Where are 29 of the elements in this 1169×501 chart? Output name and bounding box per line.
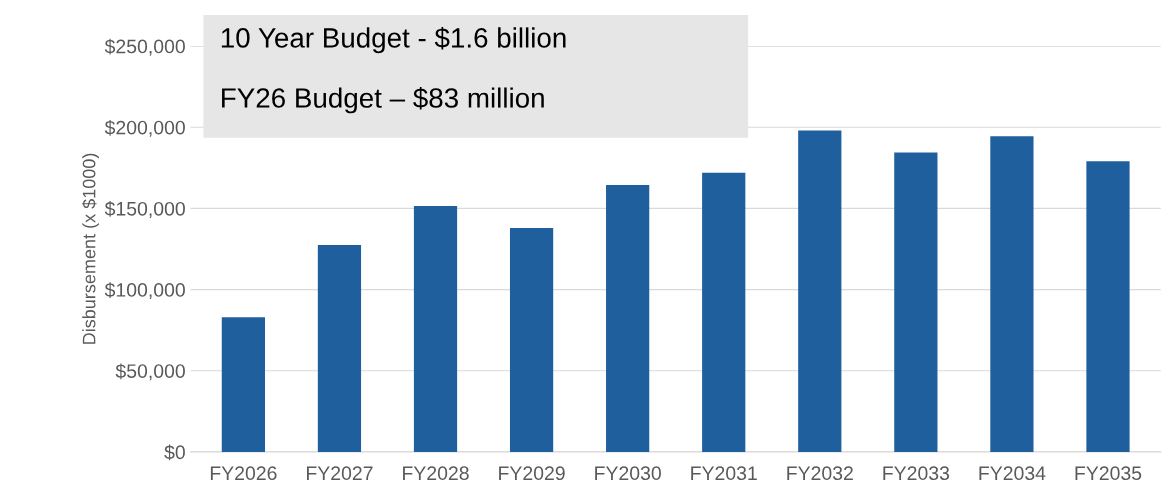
y-tick-label: $250,000 xyxy=(104,38,185,56)
bar xyxy=(798,130,842,452)
y-axis-title: Disbursement (x $1000) xyxy=(81,153,100,344)
bar xyxy=(221,317,265,452)
y-tick-label: $50,000 xyxy=(115,363,185,381)
bar xyxy=(990,136,1034,452)
x-tick-label: FY2035 xyxy=(1075,466,1142,481)
annotation: 10 Year Budget - $1.6 billion xyxy=(221,26,566,54)
y-tick-label: $100,000 xyxy=(104,282,185,300)
x-tick-label: FY2027 xyxy=(307,466,373,481)
x-tick-label: FY2028 xyxy=(403,466,469,481)
annotation: FY26 Budget – $83 million xyxy=(222,87,544,114)
x-tick-label: FY2034 xyxy=(979,466,1046,481)
bar xyxy=(509,227,554,452)
bar xyxy=(702,172,746,452)
bar xyxy=(413,205,458,452)
bar xyxy=(317,244,362,452)
bar xyxy=(894,152,938,452)
x-tick-label: FY2031 xyxy=(691,466,757,481)
bar xyxy=(606,184,650,452)
y-tick-label: $200,000 xyxy=(104,119,185,137)
y-tick-label: $150,000 xyxy=(104,201,185,218)
x-tick-label: FY2030 xyxy=(595,466,661,481)
x-tick-label: FY2026 xyxy=(210,466,277,481)
x-tick-label: FY2029 xyxy=(499,466,565,481)
y-tick-label: $0 xyxy=(164,444,185,461)
x-tick-label: FY2032 xyxy=(787,466,853,481)
bar xyxy=(1086,161,1130,452)
x-tick-label: FY2033 xyxy=(883,466,950,481)
